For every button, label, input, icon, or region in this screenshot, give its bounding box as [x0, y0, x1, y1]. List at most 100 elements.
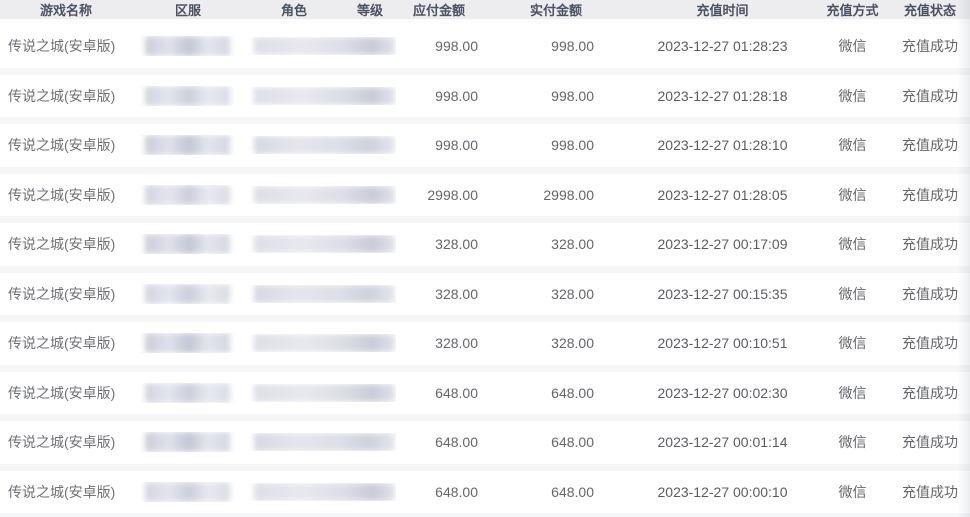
server-redacted-blur: [145, 481, 230, 502]
recharge-method-cell: 微信: [838, 137, 867, 154]
table-row[interactable]: 传说之城(安卓版) 2998.00 2998.00 2023-12-27 01:…: [0, 173, 970, 223]
table-row[interactable]: 传说之城(安卓版) 648.00 648.00 2023-12-27 00:02…: [0, 371, 970, 421]
recharge-status-cell: 充值成功: [902, 87, 958, 104]
server-cell: [132, 333, 244, 354]
table-row[interactable]: 传说之城(安卓版) 998.00 998.00 2023-12-27 01:28…: [0, 124, 970, 174]
game-name-cell: 传说之城(安卓版): [8, 38, 116, 55]
role-level-cell: [244, 185, 396, 204]
header-amount-paid: 实付金额: [529, 3, 582, 18]
role-redacted-blur: [254, 235, 395, 254]
server-cell: [132, 481, 244, 502]
server-redacted-blur: [145, 135, 230, 156]
game-name-cell: 传说之城(安卓版): [8, 285, 116, 302]
recharge-time-cell: 2023-12-27 01:28:18: [657, 87, 788, 104]
header-game-name: 游戏名称: [39, 3, 92, 18]
table-row[interactable]: 传说之城(安卓版) 328.00 328.00 2023-12-27 00:15…: [0, 272, 970, 322]
header-amount-payable: 应付金额: [412, 3, 465, 18]
amount-paid-cell: 998.00: [551, 38, 594, 55]
role-redacted-blur: [254, 284, 395, 303]
server-cell: [132, 382, 244, 403]
recharge-status-cell: 充值成功: [902, 434, 958, 451]
amount-payable-cell: 328.00: [435, 236, 478, 253]
amount-payable-cell: 998.00: [435, 87, 478, 104]
role-redacted-blur: [254, 334, 395, 353]
recharge-time-cell: 2023-12-27 00:00:10: [657, 483, 788, 500]
header-role: 角色: [280, 3, 307, 18]
server-redacted-blur: [145, 36, 230, 57]
server-redacted-blur: [145, 382, 230, 403]
recharge-method-cell: 微信: [838, 335, 867, 352]
table-row[interactable]: 传说之城(安卓版) 648.00 648.00 2023-12-27 00:00…: [0, 470, 970, 517]
amount-payable-cell: 998.00: [435, 137, 478, 154]
recharge-method-cell: 微信: [838, 87, 867, 104]
table-row[interactable]: 传说之城(安卓版) 648.00 648.00 2023-12-27 00:01…: [0, 421, 970, 471]
role-redacted-blur: [254, 37, 395, 56]
header-recharge-status: 充值状态: [903, 3, 956, 18]
game-name-cell: 传说之城(安卓版): [8, 87, 116, 104]
recharge-method-cell: 微信: [838, 384, 867, 401]
amount-payable-cell: 648.00: [435, 483, 478, 500]
amount-paid-cell: 328.00: [551, 236, 594, 253]
amount-payable-cell: 2998.00: [427, 186, 478, 203]
amount-paid-cell: 998.00: [551, 87, 594, 104]
amount-paid-cell: 328.00: [551, 335, 594, 352]
amount-payable-cell: 998.00: [435, 38, 478, 55]
server-cell: [132, 234, 244, 255]
recharge-time-cell: 2023-12-27 00:10:51: [657, 335, 788, 352]
recharge-status-cell: 充值成功: [902, 285, 958, 302]
recharge-time-cell: 2023-12-27 00:17:09: [657, 236, 788, 253]
amount-payable-cell: 328.00: [435, 335, 478, 352]
server-redacted-blur: [145, 283, 230, 304]
role-level-cell: [244, 433, 396, 452]
amount-paid-cell: 328.00: [551, 285, 594, 302]
server-cell: [132, 432, 244, 453]
amount-payable-cell: 648.00: [435, 434, 478, 451]
recharge-status-cell: 充值成功: [902, 38, 958, 55]
recharge-method-cell: 微信: [838, 285, 867, 302]
recharge-time-cell: 2023-12-27 00:01:14: [657, 434, 788, 451]
recharge-method-cell: 微信: [838, 38, 867, 55]
server-redacted-blur: [145, 85, 230, 106]
role-redacted-blur: [254, 136, 395, 155]
table-row[interactable]: 传说之城(安卓版) 328.00 328.00 2023-12-27 00:17…: [0, 223, 970, 273]
game-name-cell: 传说之城(安卓版): [8, 137, 116, 154]
amount-payable-cell: 328.00: [435, 285, 478, 302]
role-level-cell: [244, 383, 396, 402]
role-level-cell: [244, 235, 396, 254]
header-server: 区服: [174, 3, 201, 18]
table-body: 传说之城(安卓版) 998.00 998.00 2023-12-27 01:28…: [0, 25, 970, 517]
role-level-cell: [244, 284, 396, 303]
server-cell: [132, 184, 244, 205]
role-redacted-blur: [254, 86, 395, 105]
amount-paid-cell: 998.00: [551, 137, 594, 154]
table-row[interactable]: 传说之城(安卓版) 328.00 328.00 2023-12-27 00:10…: [0, 322, 970, 372]
amount-paid-cell: 2998.00: [543, 186, 594, 203]
recharge-time-cell: 2023-12-27 00:02:30: [657, 384, 788, 401]
recharge-method-cell: 微信: [838, 236, 867, 253]
amount-paid-cell: 648.00: [551, 384, 594, 401]
server-cell: [132, 85, 244, 106]
role-level-cell: [244, 86, 396, 105]
server-cell: [132, 36, 244, 57]
recharge-status-cell: 充值成功: [902, 384, 958, 401]
game-name-cell: 传说之城(安卓版): [8, 434, 116, 451]
recharge-status-cell: 充值成功: [902, 186, 958, 203]
server-redacted-blur: [145, 184, 230, 205]
table-row[interactable]: 传说之城(安卓版) 998.00 998.00 2023-12-27 01:28…: [0, 74, 970, 124]
game-name-cell: 传说之城(安卓版): [8, 483, 116, 500]
table-row[interactable]: 传说之城(安卓版) 998.00 998.00 2023-12-27 01:28…: [0, 25, 970, 75]
server-redacted-blur: [145, 432, 230, 453]
amount-paid-cell: 648.00: [551, 434, 594, 451]
table-header: 游戏名称 区服 角色 等级 应付金额 实付金额 充值时间 充值方式 充值状态: [0, 0, 970, 19]
recharge-status-cell: 充值成功: [902, 335, 958, 352]
role-redacted-blur: [254, 383, 395, 402]
server-redacted-blur: [145, 333, 230, 354]
role-redacted-blur: [254, 482, 395, 501]
game-name-cell: 传说之城(安卓版): [8, 236, 116, 253]
header-recharge-method: 充值方式: [826, 3, 879, 18]
recharge-time-cell: 2023-12-27 01:28:23: [657, 38, 788, 55]
game-name-cell: 传说之城(安卓版): [8, 186, 116, 203]
role-level-cell: [244, 136, 396, 155]
game-name-cell: 传说之城(安卓版): [8, 335, 116, 352]
